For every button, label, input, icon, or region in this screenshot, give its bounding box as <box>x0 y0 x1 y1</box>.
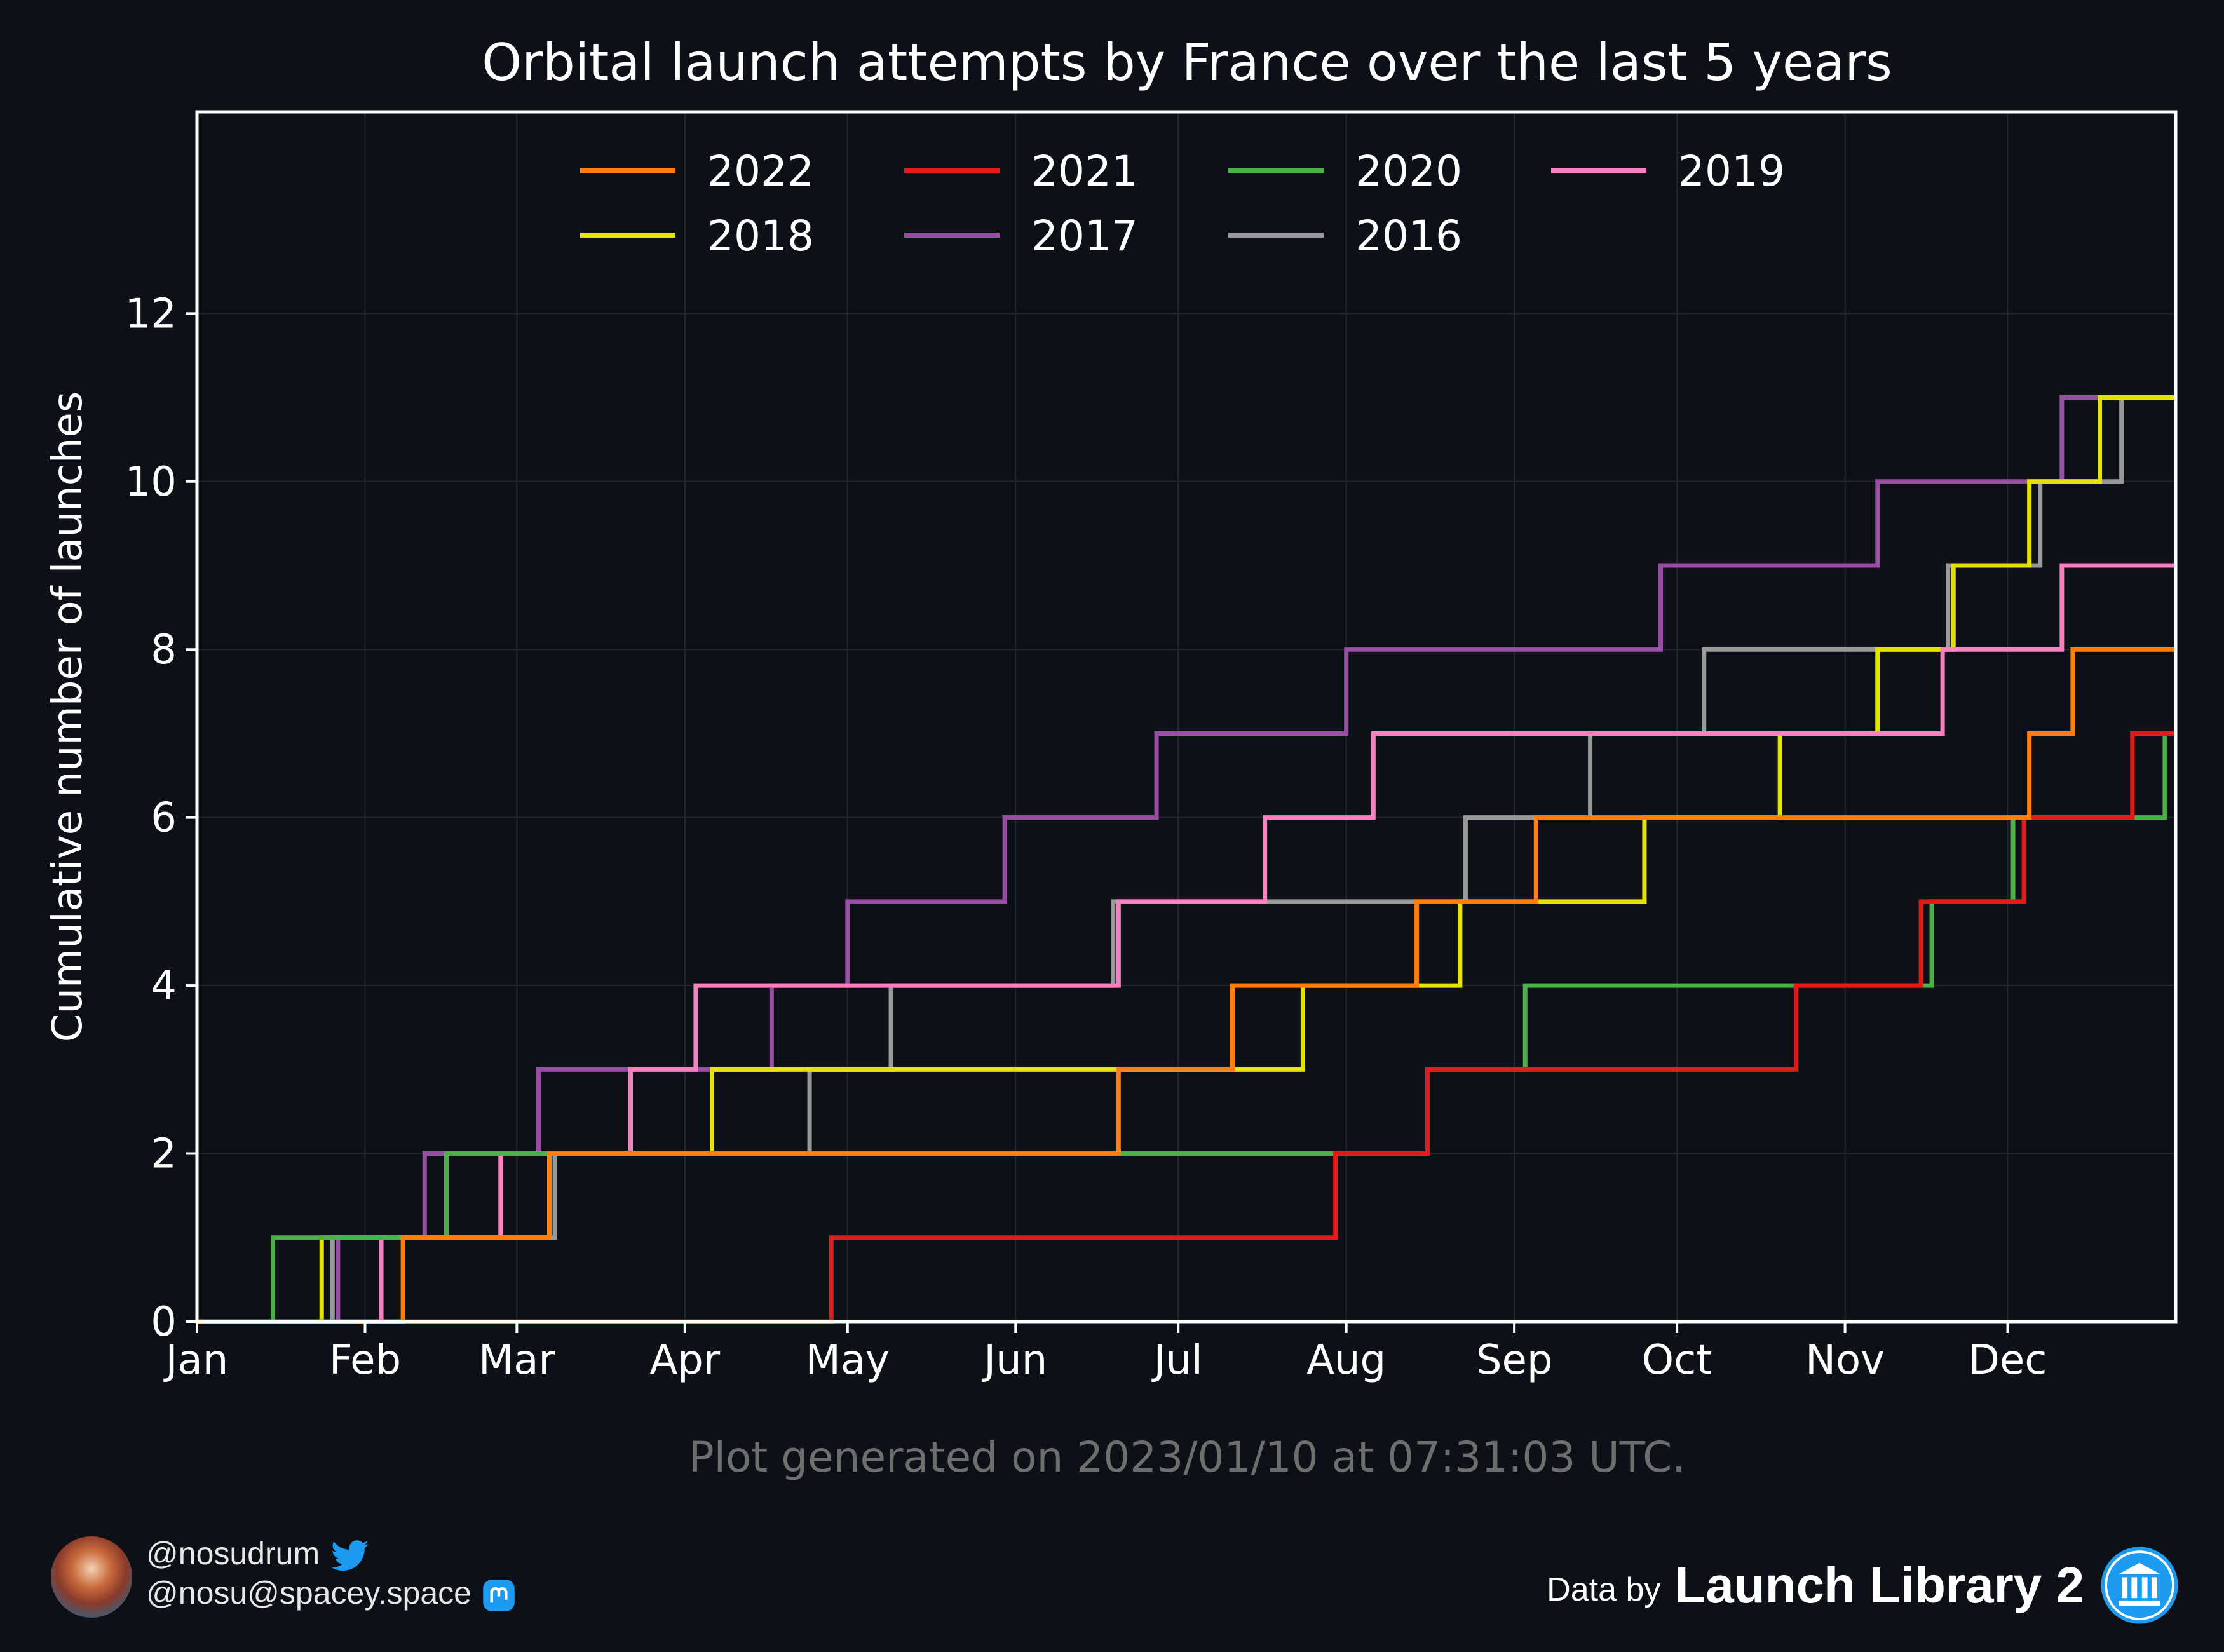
x-tick-label: Sep <box>1476 1337 1553 1384</box>
series-line-2022 <box>197 647 2176 1324</box>
x-axis: Jan Feb Mar Apr May Jun Jul Aug Sep Oct Nov Dec <box>163 1322 2047 1384</box>
launch-library-link[interactable]: Launch Library 2 <box>1674 1557 2084 1613</box>
author-credits: @nosudrum @nosu@spacey.space <box>51 1531 686 1618</box>
twitter-icon <box>331 1540 369 1571</box>
series-line-2019 <box>197 563 2176 1324</box>
plot-frame <box>195 110 2178 1324</box>
legend-label-2021: 2021 <box>1031 147 1138 196</box>
chart-grid <box>196 112 2176 1322</box>
plot-generated-note: Plot generated on 2023/01/10 at 07:31:03… <box>689 1433 1685 1482</box>
legend-label-2016: 2016 <box>1355 212 1462 261</box>
twitter-handle[interactable]: @nosudrum <box>146 1536 320 1571</box>
y-tick-label: 12 <box>125 290 177 337</box>
x-tick-label: Aug <box>1306 1337 1386 1384</box>
series-line-2017 <box>197 395 2176 1324</box>
x-tick-label: May <box>806 1337 890 1384</box>
y-tick-label: 8 <box>151 626 177 674</box>
y-axis: 0 2 4 6 8 10 12 <box>125 290 197 1346</box>
series-line-2021 <box>197 731 2176 1324</box>
data-by-label: Data by <box>1547 1571 1661 1608</box>
series-line-2016 <box>197 395 2176 1324</box>
x-tick-label: Dec <box>1969 1337 2047 1384</box>
x-tick-label: Apr <box>649 1337 720 1384</box>
y-tick-label: 0 <box>151 1299 177 1346</box>
mastodon-handle-row[interactable]: @nosu@spacey.space <box>146 1574 516 1613</box>
y-tick-label: 6 <box>151 795 177 842</box>
legend-label-2017: 2017 <box>1031 212 1138 261</box>
legend-label-2022: 2022 <box>707 147 814 196</box>
legend-label-2019: 2019 <box>1678 147 1785 196</box>
x-tick-label: Jun <box>981 1337 1047 1384</box>
mastodon-icon <box>483 1580 515 1611</box>
chart-series <box>197 395 2176 1324</box>
series-line-2020 <box>197 731 2176 1324</box>
x-tick-label: Feb <box>329 1337 401 1384</box>
chart-legend: 2022 2021 2020 2019 2018 2017 2016 <box>580 147 1785 261</box>
y-tick-label: 10 <box>125 459 177 506</box>
legend-label-2018: 2018 <box>707 212 814 261</box>
legend-label-2020: 2020 <box>1355 147 1462 196</box>
x-tick-label: Nov <box>1805 1337 1885 1384</box>
y-tick-label: 4 <box>151 963 177 1010</box>
chart-title: Orbital launch attempts by France over t… <box>482 33 1892 92</box>
mastodon-handle[interactable]: @nosu@spacey.space <box>146 1575 471 1611</box>
x-tick-label: Mar <box>478 1337 555 1384</box>
x-tick-label: Jan <box>163 1337 229 1384</box>
data-source-credit: Data by Launch Library 2 <box>1547 1544 2180 1627</box>
twitter-handle-row[interactable]: @nosudrum <box>146 1535 370 1572</box>
y-axis-label: Cumulative number of launches <box>44 391 92 1042</box>
y-tick-label: 2 <box>151 1131 177 1178</box>
x-tick-label: Jul <box>1151 1337 1203 1384</box>
launch-library-logo-icon <box>2101 1547 2178 1624</box>
avatar <box>51 1536 132 1618</box>
x-tick-label: Oct <box>1642 1337 1712 1384</box>
